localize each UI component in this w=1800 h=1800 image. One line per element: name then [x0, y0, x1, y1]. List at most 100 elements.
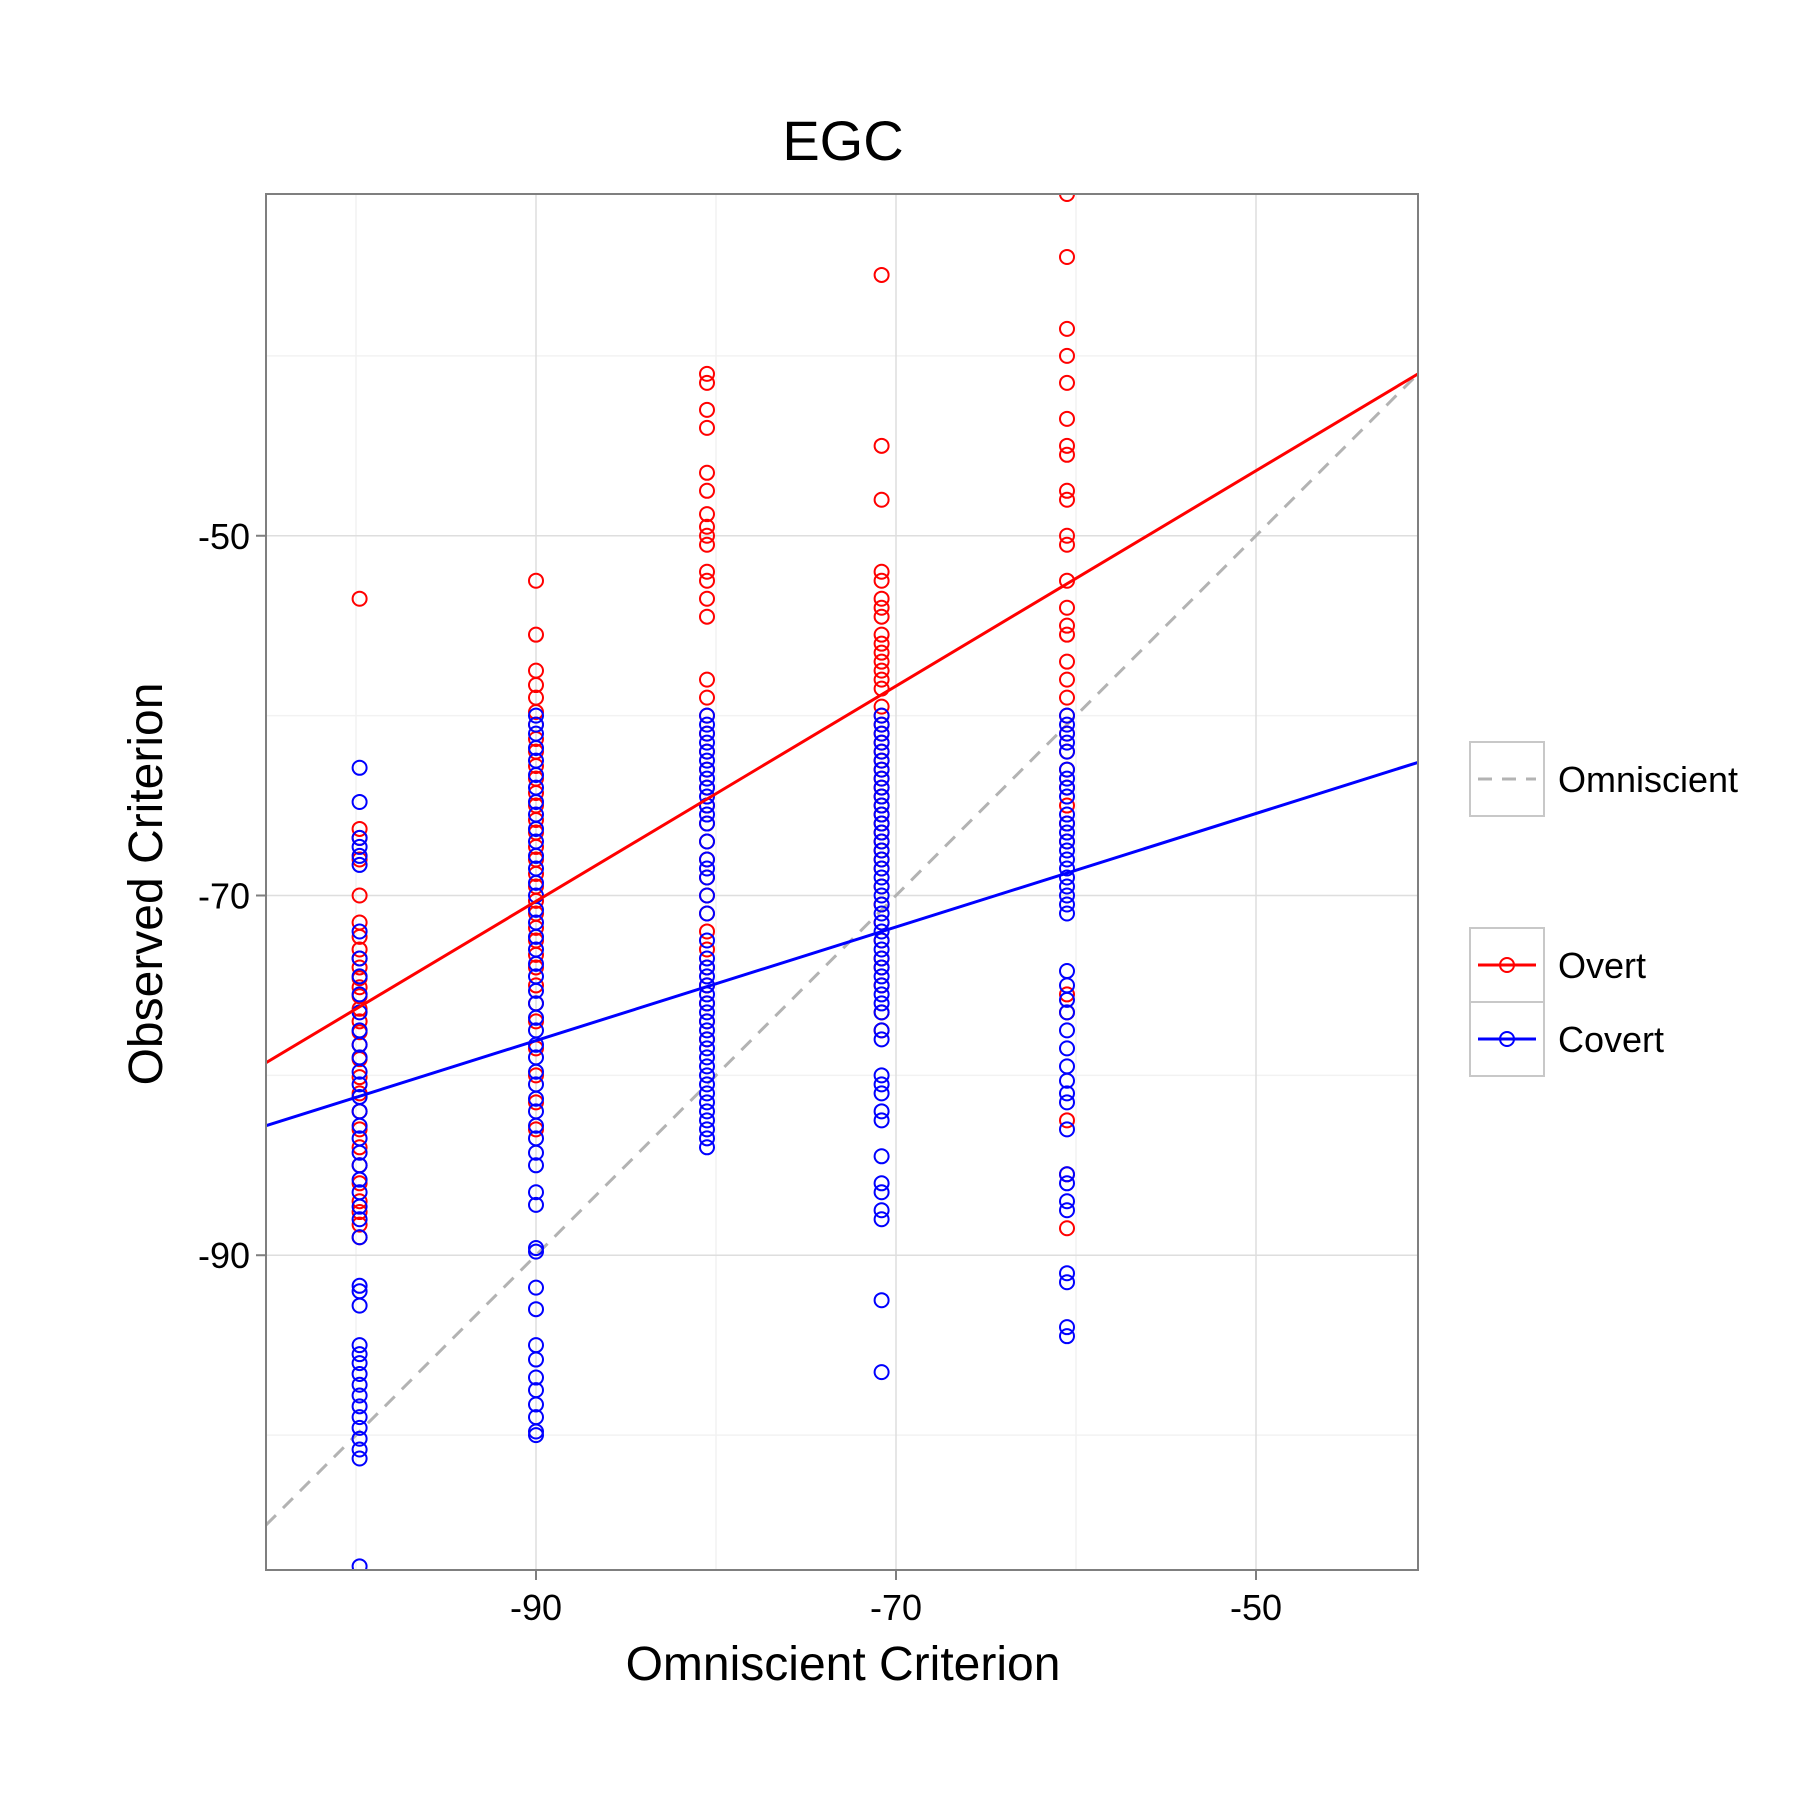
legend-label-covert: Covert — [1558, 1019, 1664, 1060]
data-point-covert — [873, 887, 890, 904]
data-point-overt — [699, 365, 715, 382]
data-point-covert — [1059, 788, 1075, 805]
data-point-overt — [1059, 536, 1075, 553]
data-point-covert — [699, 851, 715, 868]
data-point-covert — [1059, 725, 1075, 742]
data-point-overt — [528, 784, 544, 801]
fit-line-overt — [266, 372, 1418, 1065]
data-point-covert — [528, 847, 544, 864]
data-point-covert — [1059, 1319, 1075, 1336]
data-point-covert — [528, 1427, 544, 1444]
data-point-covert — [873, 743, 890, 760]
data-point-covert — [1059, 878, 1075, 895]
data-point-covert — [873, 905, 890, 922]
data-point-overt — [699, 923, 715, 940]
data-point-covert — [528, 1301, 544, 1318]
data-point-covert — [699, 1085, 715, 1102]
data-point-covert — [873, 1211, 890, 1228]
data-point-covert — [351, 838, 368, 855]
data-point-covert — [873, 824, 890, 841]
data-point-covert — [873, 986, 890, 1003]
series-covert-points — [351, 707, 1075, 1570]
data-point-overt — [699, 590, 715, 607]
data-point-covert — [873, 770, 890, 787]
plot-area: -90 -70 -50 -90 -70 -50 — [198, 193, 1419, 1628]
data-point-overt — [699, 374, 715, 391]
data-point-covert — [528, 955, 544, 972]
data-point-overt — [1059, 194, 1075, 202]
data-point-covert — [699, 1130, 715, 1147]
data-point-covert — [1059, 1022, 1075, 1039]
data-point-covert — [699, 806, 715, 823]
plot-content — [266, 194, 1418, 1570]
data-point-covert — [528, 820, 544, 837]
data-point-covert — [1059, 716, 1075, 733]
data-point-covert — [873, 707, 890, 724]
data-point-covert — [351, 1441, 368, 1458]
data-point-covert — [1059, 743, 1075, 760]
data-point-overt — [699, 527, 715, 544]
data-point-overt — [873, 266, 890, 283]
data-point-covert — [1059, 905, 1075, 922]
data-point-overt — [1059, 527, 1075, 544]
data-point-covert — [873, 1004, 890, 1021]
data-point-overt — [873, 662, 890, 679]
data-point-overt — [873, 491, 890, 508]
data-point-overt — [699, 572, 715, 589]
data-point-covert — [351, 1144, 368, 1161]
data-point-covert — [699, 1067, 715, 1084]
data-point-covert — [873, 941, 890, 958]
data-point-covert — [1059, 887, 1075, 904]
data-point-covert — [699, 716, 715, 733]
data-point-overt — [351, 941, 368, 958]
data-point-overt — [528, 892, 544, 909]
data-point-covert — [699, 725, 715, 742]
data-point-covert — [699, 887, 715, 904]
data-point-covert — [1059, 779, 1075, 796]
data-point-covert — [1059, 761, 1075, 778]
data-point-covert — [528, 716, 544, 733]
data-point-covert — [1059, 734, 1075, 751]
data-point-covert — [351, 986, 368, 1003]
data-point-covert — [351, 1297, 368, 1314]
data-point-covert — [699, 734, 715, 751]
data-point-covert — [873, 1292, 890, 1309]
data-point-covert — [873, 734, 890, 751]
data-point-covert — [1059, 1072, 1075, 1089]
data-point-covert — [528, 766, 544, 783]
data-point-covert — [873, 860, 890, 877]
data-point-overt — [1059, 491, 1075, 508]
data-point-overt — [873, 608, 890, 625]
chart-title: EGC — [782, 109, 903, 172]
data-point-overt — [351, 1204, 368, 1221]
data-point-covert — [699, 1031, 715, 1048]
data-point-overt — [351, 1193, 368, 1210]
data-point-overt — [1059, 1220, 1075, 1237]
data-point-covert — [873, 959, 890, 976]
data-point-covert — [699, 860, 715, 877]
data-point-overt — [873, 626, 890, 643]
data-point-covert — [699, 833, 715, 850]
data-point-covert — [528, 1117, 544, 1134]
data-point-covert — [1059, 869, 1075, 886]
data-point-covert — [873, 923, 890, 940]
data-point-overt — [528, 677, 544, 694]
data-point-covert — [873, 1067, 890, 1084]
data-point-covert — [699, 995, 715, 1012]
data-point-overt — [1059, 599, 1075, 616]
omniscient-reference-line — [266, 372, 1418, 1527]
data-point-overt — [873, 437, 890, 454]
data-point-covert — [1059, 1193, 1075, 1210]
data-point-overt — [1059, 248, 1075, 265]
data-point-overt — [351, 1013, 368, 1030]
data-point-overt — [1059, 320, 1075, 337]
data-point-overt — [528, 572, 544, 589]
y-tick-label: -70 — [198, 875, 250, 916]
data-point-covert — [873, 833, 890, 850]
data-point-covert — [528, 707, 544, 724]
data-point-covert — [699, 707, 715, 724]
data-point-overt — [873, 590, 890, 607]
data-point-covert — [351, 829, 368, 846]
data-point-overt — [351, 590, 368, 607]
